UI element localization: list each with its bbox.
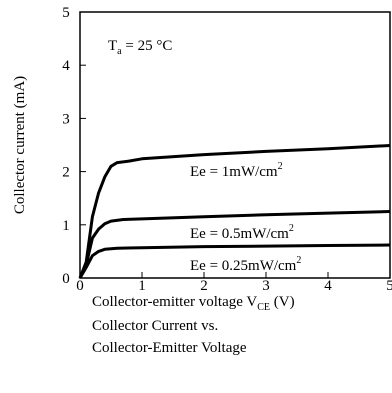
caption-line-1: Collector Current vs. (92, 318, 219, 334)
series-label-1: Ee = 1mW/cm2 (190, 161, 283, 180)
x-tick-label: 5 (386, 278, 392, 290)
caption-line-2: Collector-Emitter Voltage (92, 340, 247, 356)
plot-frame (79, 11, 391, 279)
series-line-1 (78, 144, 391, 279)
x-tick-label: 3 (262, 278, 270, 290)
y-axis-label: Collector current (mA) (12, 76, 28, 214)
y-tick-label: 3 (62, 111, 70, 127)
y-tick-label: 2 (62, 165, 70, 181)
x-tick-label: 0 (76, 278, 84, 290)
temperature-annotation: Ta = 25 °C (108, 38, 172, 57)
y-tick-label: 0 (62, 271, 70, 287)
series-line-3 (78, 243, 391, 279)
x-tick-label: 1 (138, 278, 146, 290)
series-label-3: Ee = 0.25mW/cm2 (190, 255, 301, 274)
series-line-2 (78, 210, 391, 279)
x-axis-label: Collector-emitter voltage VCE (V) (92, 294, 295, 313)
series-label-2: Ee = 0.5mW/cm2 (190, 223, 294, 242)
x-tick-label: 4 (324, 278, 332, 290)
x-tick-label: 2 (200, 278, 208, 290)
chart: 0 1 2 3 4 5 0 1 2 3 4 5 Ee = 1mW/cm2 Ee = 0.5mW/cm2… (12, 5, 392, 290)
y-tick-label: 1 (62, 218, 70, 234)
y-tick-label: 5 (62, 5, 70, 21)
y-tick-label: 4 (62, 58, 70, 74)
